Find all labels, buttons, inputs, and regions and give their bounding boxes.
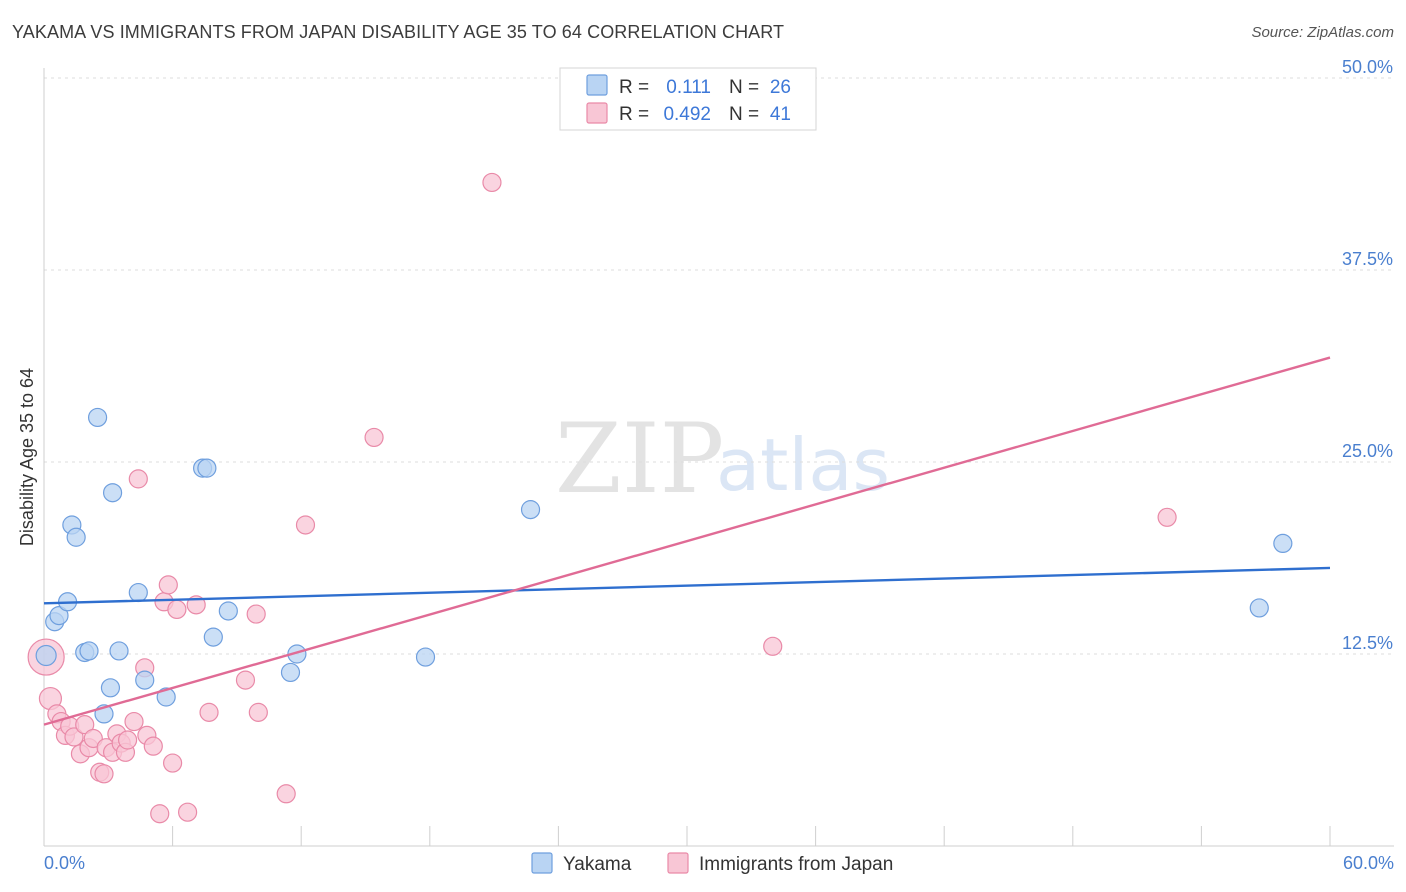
x-tick-label-min: 0.0% [44, 853, 85, 873]
correlation-legend: R = 0.111 N = 26 R = 0.492 N = 41 [559, 67, 817, 131]
axes [43, 68, 1394, 847]
yakama-point [35, 644, 57, 667]
japan-point [295, 515, 316, 535]
yakama-point [100, 678, 121, 698]
japan-point [246, 604, 266, 624]
yakama-point [1249, 598, 1269, 618]
yakama-point [156, 687, 176, 707]
series-legend: Yakama Immigrants from Japan [531, 852, 893, 875]
y-tick-label: 37.5% [1342, 249, 1393, 269]
x-ticks [43, 826, 1331, 846]
japan-point [235, 670, 256, 690]
japan-point [482, 172, 502, 193]
yakama-point [520, 500, 541, 520]
japan-point [124, 711, 144, 732]
bottom-legend-swatch-japan [667, 852, 689, 874]
trend-lines [43, 356, 1331, 726]
legend-n-value-yakama: 26 [770, 77, 791, 98]
japan-point [117, 730, 138, 750]
japan-point [64, 727, 84, 747]
yakama-point [102, 483, 123, 503]
series-yakama [35, 407, 1293, 724]
japan-point [178, 802, 198, 822]
y-tick-label: 25.0% [1342, 441, 1393, 461]
source-credit: Source: ZipAtlas.com [1251, 24, 1394, 41]
yakama-point [1273, 533, 1293, 554]
yakama-point [415, 647, 436, 667]
legend-n-label-yakama: N = [729, 77, 759, 98]
japan-point [763, 636, 783, 656]
chart-title: YAKAMA VS IMMIGRANTS FROM JAPAN DISABILI… [12, 22, 785, 42]
watermark-atlas: atlas [716, 423, 890, 507]
yakama-point [128, 582, 148, 603]
japan-trend-line [43, 356, 1331, 726]
yakama-point [135, 670, 155, 690]
yakama-point [203, 627, 223, 647]
x-tick-label-max: 60.0% [1343, 853, 1394, 873]
japan-point [167, 599, 187, 620]
legend-swatch-yakama [586, 74, 608, 96]
y-tick-label: 50.0% [1342, 57, 1393, 77]
legend-r-value-japan: 0.492 [663, 104, 711, 125]
japan-point [364, 427, 384, 448]
yakama-point [66, 527, 86, 547]
japan-point [163, 753, 183, 773]
yakama-point [218, 601, 238, 621]
bottom-legend-label-yakama: Yakama [563, 854, 632, 875]
yakama-point [280, 662, 301, 683]
legend-n-label-japan: N = [729, 104, 759, 125]
legend-r-label-yakama: R = [619, 77, 649, 98]
yakama-trend-line [43, 566, 1331, 605]
legend-swatch-japan [586, 102, 608, 124]
yakama-point [87, 407, 108, 428]
yakama-point [79, 641, 99, 661]
japan-point [248, 702, 268, 722]
legend-r-value-yakama: 0.111 [666, 77, 711, 98]
legend-r-label-japan: R = [619, 104, 649, 125]
yakama-point [49, 605, 69, 626]
japan-point [276, 784, 296, 804]
y-tick-labels: 12.5% 25.0% 37.5% 50.0% [1342, 57, 1393, 653]
japan-point [199, 702, 219, 722]
gridlines [44, 77, 1394, 655]
japan-point [143, 736, 163, 756]
japan-point [1157, 507, 1177, 527]
bottom-legend-label-japan: Immigrants from Japan [699, 854, 893, 875]
japan-point [94, 764, 114, 784]
yakama-point [197, 458, 217, 478]
japan-point [128, 469, 148, 489]
japan-point [75, 715, 95, 735]
japan-point [150, 804, 170, 824]
y-tick-label: 12.5% [1342, 633, 1393, 653]
y-axis-label: Disability Age 35 to 64 [17, 368, 37, 546]
japan-point [158, 575, 178, 595]
bottom-legend-swatch-yakama [531, 852, 553, 874]
yakama-point [109, 641, 129, 661]
watermark-zip: ZIP [555, 403, 724, 515]
legend-n-value-japan: 41 [770, 104, 791, 125]
